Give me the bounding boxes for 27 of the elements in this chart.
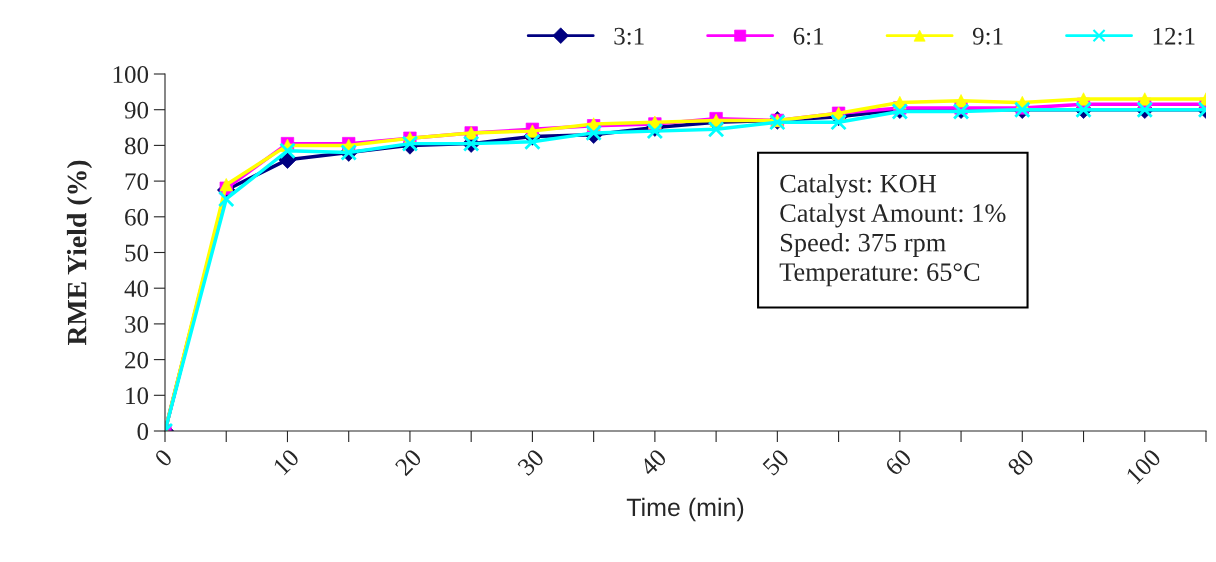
y-tick-label: 20 (125, 351, 149, 369)
legend-label: 12:1 (1153, 27, 1195, 45)
y-tick-label: 60 (125, 208, 149, 226)
x-tick-label: 60 (884, 448, 913, 477)
x-tick-label: 20 (394, 448, 423, 477)
legend-label: 3:1 (614, 27, 644, 45)
x-tick-label: 30 (516, 448, 545, 477)
annotation: Catalyst: KOH Catalyst Amount: 1% Speed: 375 rpm Temperature: 65°C (779, 173, 1006, 287)
y-tick-label: 10 (126, 387, 149, 405)
y-tick-label: 50 (125, 244, 149, 262)
x-tick-label: 10 (272, 448, 301, 476)
y-axis-title: RME Yield (%) (66, 160, 93, 346)
y-tick-label: 90 (124, 101, 149, 119)
x-tick-label: 0 (153, 448, 174, 468)
y-tick-label: 30 (125, 315, 149, 333)
y-tick-label: 0 (137, 423, 149, 440)
x-axis-title: Time (min) (626, 497, 744, 522)
y-tick-label: 80 (124, 137, 149, 155)
x-tick-label: 50 (762, 448, 790, 477)
y-tick-label: 70 (125, 173, 149, 191)
x-tick-label: 100 (1125, 448, 1162, 485)
x-tick-label: 40 (638, 448, 668, 477)
legend-label: 9:1 (972, 27, 1003, 45)
legend-label: 6:1 (793, 27, 824, 45)
y-tick-label: 100 (113, 66, 149, 83)
y-tick-label: 40 (124, 280, 149, 298)
x-tick-label: 80 (1006, 448, 1035, 477)
